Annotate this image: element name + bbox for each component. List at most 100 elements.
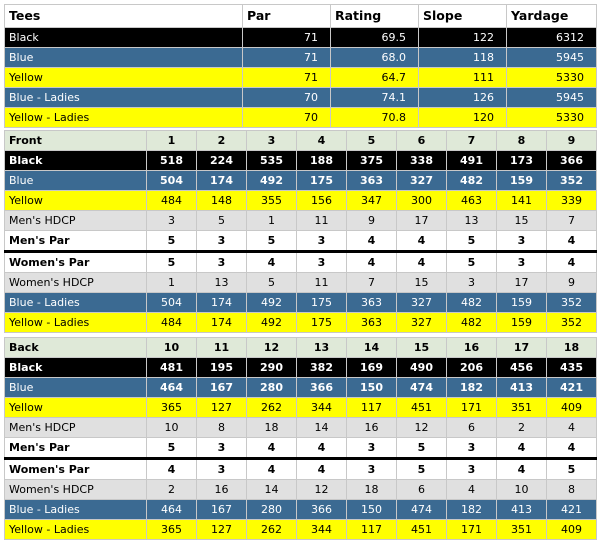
hole-value: 14 [246,479,297,500]
row-label: Black [4,357,147,378]
tee-name: Black [4,27,243,48]
hole-value: 10 [496,479,547,500]
hole-value: 504 [146,170,197,191]
hole-value: 4 [496,437,547,460]
row-label: Black [4,150,147,171]
hole-value: 11 [296,272,347,293]
hole-value: 5 [396,437,447,460]
hole-number: 17 [496,337,547,358]
hole-value: 5 [196,210,247,231]
hole-value: 2 [496,417,547,438]
hole-value: 3 [346,457,397,480]
hole-value: 366 [296,377,347,398]
hole-value: 8 [196,417,247,438]
row-label: Men's HDCP [4,210,147,231]
hole-value: 5 [246,272,297,293]
hole-value: 5 [146,230,197,253]
hole-value: 175 [296,312,347,333]
hole-number: 2 [196,130,247,151]
tee-par: 70 [242,87,331,108]
hole-value: 474 [396,377,447,398]
hole-value: 4 [146,457,197,480]
tees-row-yellow-ladies: Yellow - Ladies 70 70.8 120 5330 [4,107,597,128]
tees-header-row: Tees Par Rating Slope Yardage [4,4,597,28]
front-row-mens-hdcp: Men's HDCP 3 5 1 11 9 17 13 15 7 [4,210,597,231]
hole-value: 4 [346,250,397,273]
hole-value: 7 [546,210,597,231]
hole-value: 117 [346,519,397,540]
hole-value: 18 [346,479,397,500]
hole-number: 10 [146,337,197,358]
hole-value: 347 [346,190,397,211]
tee-par: 71 [242,47,331,68]
hole-value: 5 [546,457,597,480]
tee-yardage: 5330 [506,107,597,128]
hole-value: 344 [296,397,347,418]
back-section-label: Back [4,337,147,358]
hole-value: 351 [496,519,547,540]
hole-value: 413 [496,377,547,398]
hole-value: 492 [246,170,297,191]
hole-value: 327 [396,292,447,313]
hole-value: 17 [396,210,447,231]
front-row-womens-par: Women's Par 5 3 4 3 4 4 5 3 4 [4,250,597,273]
tee-rating: 70.8 [330,107,419,128]
tee-slope: 111 [418,67,507,88]
hole-value: 363 [346,292,397,313]
hole-value: 1 [146,272,197,293]
hole-value: 159 [496,312,547,333]
hole-value: 175 [296,170,347,191]
hole-value: 188 [296,150,347,171]
row-label: Women's Par [4,250,147,273]
hole-value: 3 [196,437,247,460]
hole-value: 13 [196,272,247,293]
hole-value: 482 [446,292,497,313]
tees-row-yellow: Yellow 71 64.7 111 5330 [4,67,597,88]
hole-value: 463 [446,190,497,211]
hole-value: 159 [496,170,547,191]
hole-number: 11 [196,337,247,358]
hole-value: 421 [546,499,597,520]
tees-table: Tees Par Rating Slope Yardage Black 71 6… [4,4,597,128]
hole-number: 14 [346,337,397,358]
tee-par: 70 [242,107,331,128]
back-row-blue: Blue 464 167 280 366 150 474 182 413 421 [4,377,597,398]
hole-value: 12 [296,479,347,500]
hole-value: 363 [346,312,397,333]
hole-value: 4 [246,457,297,480]
tee-name: Yellow - Ladies [4,107,243,128]
row-label: Yellow [4,190,147,211]
hole-number: 7 [446,130,497,151]
hole-value: 327 [396,170,447,191]
hole-number: 9 [546,130,597,151]
tees-header-rating: Rating [330,4,419,28]
hole-value: 14 [296,417,347,438]
hole-value: 15 [496,210,547,231]
hole-value: 3 [346,437,397,460]
hole-value: 5 [246,230,297,253]
hole-value: 3 [146,210,197,231]
tee-name: Blue - Ladies [4,87,243,108]
hole-value: 290 [246,357,297,378]
back-row-womens-par: Women's Par 4 3 4 4 3 5 3 4 5 [4,457,597,480]
hole-value: 352 [546,292,597,313]
hole-value: 3 [296,250,347,273]
row-label: Blue [4,377,147,398]
hole-number: 3 [246,130,297,151]
hole-value: 16 [196,479,247,500]
row-label: Blue - Ladies [4,499,147,520]
hole-value: 9 [346,210,397,231]
row-label: Yellow - Ladies [4,312,147,333]
hole-value: 4 [446,479,497,500]
tees-header-par: Par [242,4,331,28]
hole-value: 280 [246,377,297,398]
hole-value: 366 [546,150,597,171]
hole-value: 4 [546,250,597,273]
hole-value: 6 [446,417,497,438]
tees-row-blue: Blue 71 68.0 118 5945 [4,47,597,68]
hole-value: 195 [196,357,247,378]
tee-yardage: 6312 [506,27,597,48]
hole-value: 421 [546,377,597,398]
front-nine-table: Front 1 2 3 4 5 6 7 8 9 Black 518 224 535 188 375 338 491… [4,130,597,333]
